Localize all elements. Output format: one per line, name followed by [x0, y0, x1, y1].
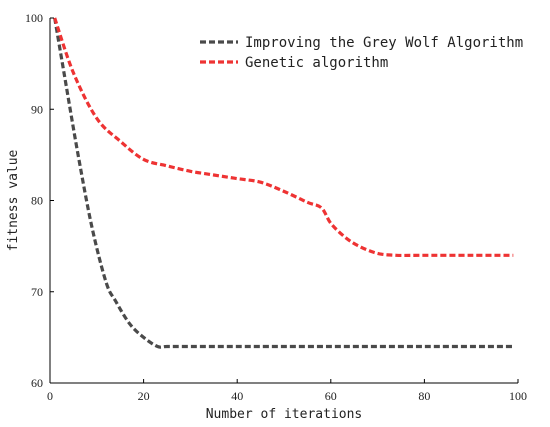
x-tick-label: 0 — [47, 389, 53, 403]
y-tick-label: 100 — [25, 11, 43, 25]
y-tick-label: 70 — [31, 285, 43, 299]
y-tick-label: 90 — [31, 102, 43, 116]
axes: 0 20 40 60 80 100 60 70 80 90 100 — [25, 11, 527, 403]
x-tick-label: 80 — [418, 389, 430, 403]
series-line-1 — [53, 17, 514, 349]
y-tick-label: 80 — [31, 194, 43, 208]
x-tick-label: 40 — [231, 389, 243, 403]
x-tick-label: 60 — [325, 389, 337, 403]
y-axis-title: fitness value — [6, 149, 21, 251]
plot-area — [53, 17, 514, 349]
y-tick-label: 60 — [31, 376, 43, 390]
series-line-2 — [53, 17, 514, 258]
legend-label-2: Genetic algorithm — [245, 55, 388, 71]
legend: Improving the Grey Wolf Algorithm Genetic… — [200, 35, 523, 71]
x-tick-label: 100 — [509, 389, 527, 403]
x-axis-title: Number of iterations — [206, 407, 363, 422]
x-tick-label: 20 — [138, 389, 150, 403]
legend-label-1: Improving the Grey Wolf Algorithm — [245, 35, 523, 51]
